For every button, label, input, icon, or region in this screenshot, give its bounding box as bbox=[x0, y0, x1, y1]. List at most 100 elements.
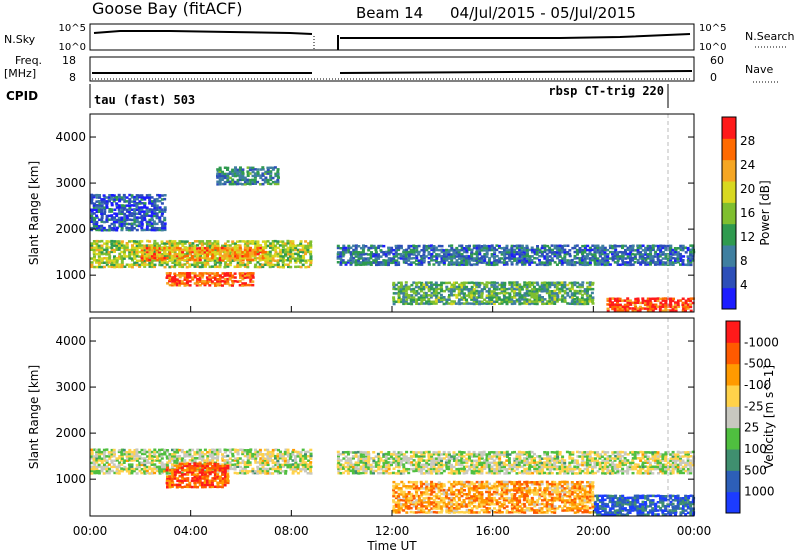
data-cell bbox=[429, 465, 433, 469]
data-cell bbox=[198, 451, 202, 454]
data-cell bbox=[238, 240, 242, 243]
data-cell bbox=[131, 452, 134, 456]
data-cell bbox=[145, 220, 149, 224]
data-cell bbox=[560, 246, 564, 250]
data-cell bbox=[470, 248, 474, 252]
data-cell bbox=[414, 285, 418, 289]
data-cell bbox=[407, 471, 411, 475]
data-cell bbox=[568, 295, 572, 299]
data-cell bbox=[372, 246, 376, 249]
data-cell bbox=[113, 255, 116, 258]
data-cell bbox=[231, 276, 235, 279]
data-cell bbox=[113, 263, 116, 267]
data-cell bbox=[137, 224, 141, 228]
data-cell bbox=[203, 473, 207, 476]
data-cell bbox=[369, 252, 373, 256]
data-cell bbox=[135, 248, 139, 251]
data-cell bbox=[404, 255, 408, 258]
data-cell bbox=[402, 459, 406, 462]
data-cell bbox=[176, 283, 179, 287]
data-cell bbox=[266, 450, 270, 454]
data-cell bbox=[560, 281, 564, 284]
data-cell bbox=[261, 174, 265, 177]
data-cell bbox=[478, 252, 482, 256]
data-cell bbox=[362, 461, 366, 464]
data-cell bbox=[178, 284, 182, 287]
data-cell bbox=[460, 256, 464, 260]
data-cell bbox=[231, 180, 235, 183]
data-cell bbox=[387, 263, 390, 267]
data-cell bbox=[450, 294, 454, 297]
data-cell bbox=[279, 453, 283, 456]
data-cell bbox=[160, 210, 164, 213]
data-cell bbox=[367, 249, 371, 252]
data-cell bbox=[90, 214, 94, 218]
data-cell bbox=[148, 228, 152, 232]
data-cell bbox=[427, 256, 431, 260]
data-cell bbox=[216, 284, 220, 287]
data-cell bbox=[208, 242, 212, 245]
data-cell bbox=[379, 261, 383, 264]
power-colorbar-label: Power [dB] bbox=[758, 180, 772, 245]
data-cell bbox=[412, 253, 416, 256]
data-cell bbox=[616, 297, 620, 300]
data-cell bbox=[165, 449, 169, 452]
data-cell bbox=[689, 303, 692, 306]
data-cell bbox=[122, 193, 126, 197]
data-cell bbox=[228, 176, 232, 180]
data-cell bbox=[193, 275, 197, 279]
data-cell bbox=[430, 470, 434, 473]
data-cell bbox=[468, 296, 472, 299]
data-cell bbox=[190, 479, 194, 483]
data-cell bbox=[168, 248, 172, 252]
data-cell bbox=[122, 252, 126, 256]
data-cell bbox=[261, 463, 265, 467]
data-cell bbox=[103, 459, 107, 462]
data-cell bbox=[460, 296, 464, 299]
data-cell bbox=[98, 228, 102, 232]
data-cell bbox=[198, 469, 202, 472]
data-cell bbox=[278, 456, 282, 460]
data-cell bbox=[533, 294, 537, 297]
data-cell bbox=[422, 294, 426, 297]
data-cell bbox=[294, 461, 298, 464]
data-cell bbox=[244, 469, 248, 473]
data-cell bbox=[516, 259, 519, 262]
data-cell bbox=[495, 296, 499, 299]
data-cell bbox=[127, 210, 131, 214]
data-cell bbox=[445, 298, 449, 301]
data-cell bbox=[661, 244, 665, 248]
data-cell bbox=[168, 272, 172, 275]
data-cell bbox=[274, 174, 278, 178]
data-cell bbox=[490, 285, 494, 288]
data-cell bbox=[636, 244, 640, 247]
data-cell bbox=[687, 297, 691, 301]
data-cell bbox=[185, 265, 189, 269]
data-cell bbox=[248, 470, 252, 473]
data-cell bbox=[515, 263, 519, 266]
data-cell bbox=[97, 248, 101, 252]
data-cell bbox=[365, 457, 368, 460]
data-cell bbox=[412, 256, 416, 260]
data-cell bbox=[656, 255, 660, 258]
data-cell bbox=[525, 287, 529, 290]
data-cell bbox=[347, 250, 351, 254]
data-cell bbox=[384, 252, 388, 256]
data-cell bbox=[636, 261, 640, 264]
data-cell bbox=[686, 259, 690, 262]
data-cell bbox=[578, 300, 582, 303]
data-cell bbox=[180, 462, 184, 466]
data-cell bbox=[526, 285, 530, 289]
data-cell bbox=[400, 246, 403, 250]
data-cell bbox=[558, 283, 562, 286]
data-cell bbox=[488, 294, 492, 297]
data-cell bbox=[299, 463, 303, 466]
data-cell bbox=[206, 263, 210, 266]
data-cell bbox=[256, 174, 260, 177]
data-cell bbox=[135, 255, 139, 258]
data-cell bbox=[90, 220, 94, 223]
data-cell bbox=[173, 250, 177, 254]
data-cell bbox=[95, 252, 99, 256]
data-cell bbox=[641, 257, 645, 260]
data-cell bbox=[400, 457, 404, 460]
